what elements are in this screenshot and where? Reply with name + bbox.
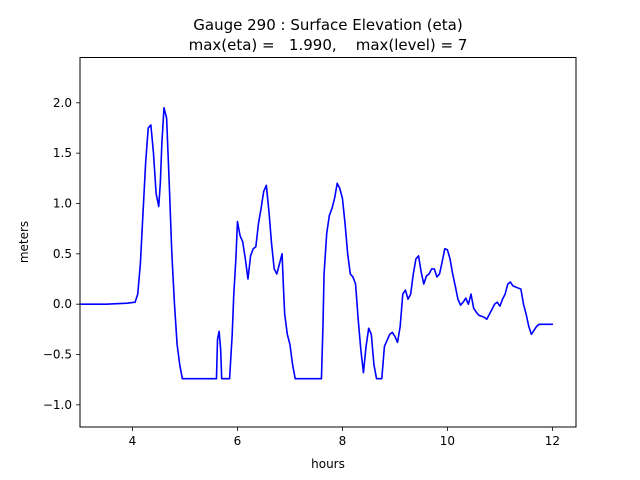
plot-line-layer xyxy=(79,107,554,380)
y-tick-label: 0.0 xyxy=(53,297,72,311)
plot-frame xyxy=(79,57,577,428)
x-tick-label: 8 xyxy=(339,434,347,448)
x-tick-label: 12 xyxy=(545,434,560,448)
y-tick-label: −0.5 xyxy=(43,348,72,362)
chart-title: Gauge 290 : Surface Elevation (eta) xyxy=(193,16,462,34)
x-axis-ticks: 4 6 8 10 12 xyxy=(129,427,560,448)
y-tick-label: 0.5 xyxy=(53,247,72,261)
y-tick-label: 1.5 xyxy=(53,146,72,160)
y-axis-ticks: −1.0 −0.5 0.0 0.5 1.0 1.5 2.0 xyxy=(43,96,80,412)
x-axis-label: hours xyxy=(311,457,345,471)
series-line-eta xyxy=(79,107,554,380)
x-tick-label: 10 xyxy=(440,434,455,448)
y-axis-label: meters xyxy=(17,221,31,263)
chart-subtitle: max(eta) = 1.990, max(level) = 7 xyxy=(189,36,468,54)
x-tick-label: 4 xyxy=(129,434,137,448)
y-tick-label: −1.0 xyxy=(43,398,72,412)
y-tick-label: 1.0 xyxy=(53,196,72,210)
x-tick-label: 6 xyxy=(234,434,242,448)
y-tick-label: 2.0 xyxy=(53,96,72,110)
